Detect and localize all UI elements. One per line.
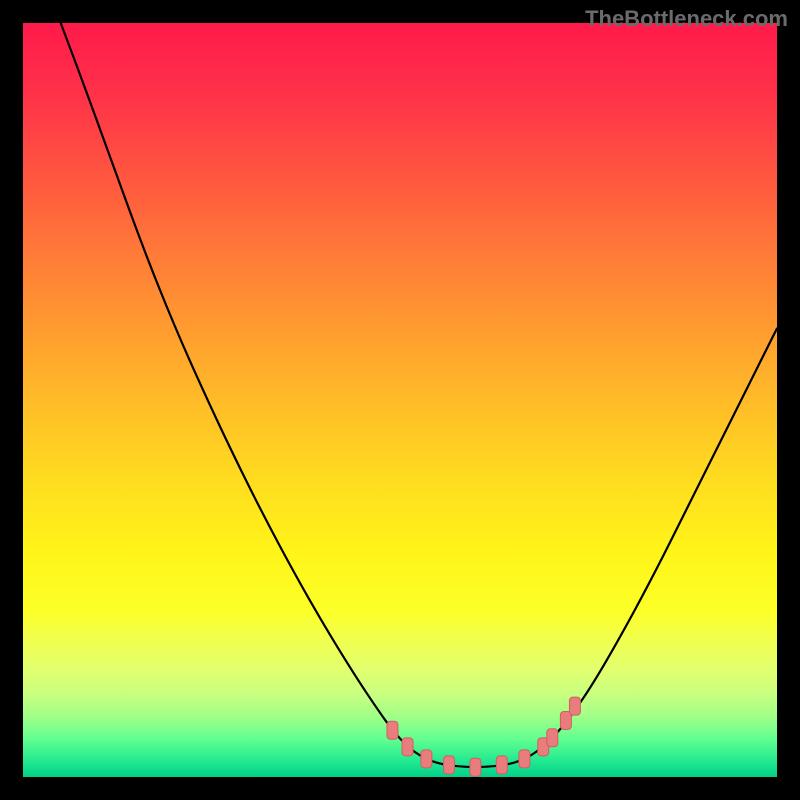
- curve-marker: [547, 729, 558, 747]
- curve-marker: [569, 697, 580, 715]
- curve-marker: [470, 758, 481, 776]
- chart-container: TheBottleneck.com: [0, 0, 800, 800]
- chart-svg: [0, 0, 800, 800]
- watermark-text: TheBottleneck.com: [585, 6, 788, 32]
- curve-marker: [421, 750, 432, 768]
- curve-marker: [387, 721, 398, 739]
- curve-marker: [496, 756, 507, 774]
- plot-background: [23, 23, 777, 777]
- curve-marker: [519, 750, 530, 768]
- curve-marker: [444, 756, 455, 774]
- curve-marker: [402, 738, 413, 756]
